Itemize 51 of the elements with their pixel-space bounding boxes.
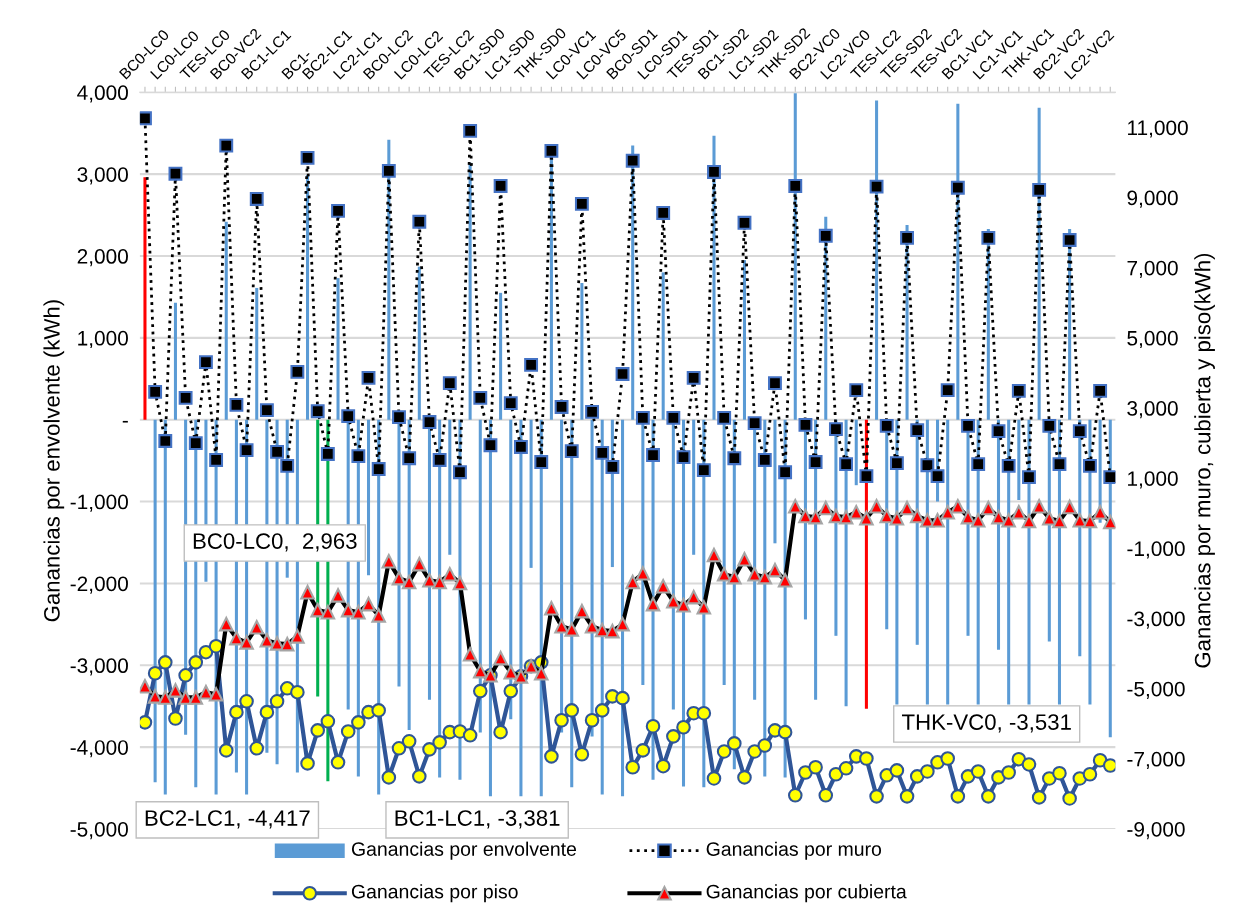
y2-axis-title: Ganancias por muro, cubierta y piso(kWh) [1194,253,1215,668]
y2-tick-label: 9,000 [1127,190,1178,208]
bar [336,278,340,420]
y-tick-label: -1,000 [70,494,128,512]
bar [448,419,452,555]
legend-label: Ganancias por cubierta [706,884,907,903]
y-tick-label: - [122,420,128,423]
bar [173,302,177,420]
bar [417,266,421,420]
bar [742,260,746,420]
y2-tick-label: -3,000 [1127,611,1185,629]
annotation: THK-VC0, -3,531 [902,714,1071,733]
bar [224,221,228,420]
y2-tick-label: -7,000 [1127,751,1185,770]
legend-label: Ganancias por muro [706,841,882,860]
y-tick-label: 4,000 [77,85,128,103]
y2-tick-label: 5,000 [1127,330,1178,349]
annotation: BC1-LC1, -3,381 [395,810,560,829]
bar [661,272,665,420]
y2-tick-label: -5,000 [1127,681,1185,699]
y2-tick-label: 7,000 [1127,260,1178,278]
y-tick-label: -3,000 [70,658,128,676]
bar [1017,419,1021,500]
bar [468,162,472,420]
y-axis-title: Ganancias por envolvente (kWh) [43,300,65,622]
bar [143,177,147,420]
y-tick-label: 3,000 [77,167,128,185]
bar [773,419,777,544]
bar [306,174,310,420]
bar [255,287,259,420]
legend-label: Ganancias por piso [351,884,518,903]
y-tick-label: -4,000 [70,740,128,758]
y2-tick-label: 3,000 [1127,401,1178,419]
y-tick-label: 2,000 [77,249,128,267]
bar [580,283,584,420]
y-tick-label: -5,000 [70,821,128,840]
y-tick-label: -2,000 [70,576,128,594]
bar [854,419,858,486]
bar [529,419,533,568]
annotation: BC2-LC1, -4,417 [145,810,310,829]
y2-tick-label: 11,000 [1128,120,1188,138]
bar [692,419,696,555]
y2-tick-label: -9,000 [1127,821,1185,840]
y2-tick-label: 1,000 [1128,471,1178,489]
bar [499,292,503,420]
bar [946,419,950,705]
annotation: BC0-LC0, 2,963 [193,533,357,552]
y-tick-label: 1,000 [78,330,128,349]
bar [366,419,371,576]
legend-label: Ganancias por envolvente [351,841,577,860]
y2-tick-label: -1,000 [1127,541,1185,559]
